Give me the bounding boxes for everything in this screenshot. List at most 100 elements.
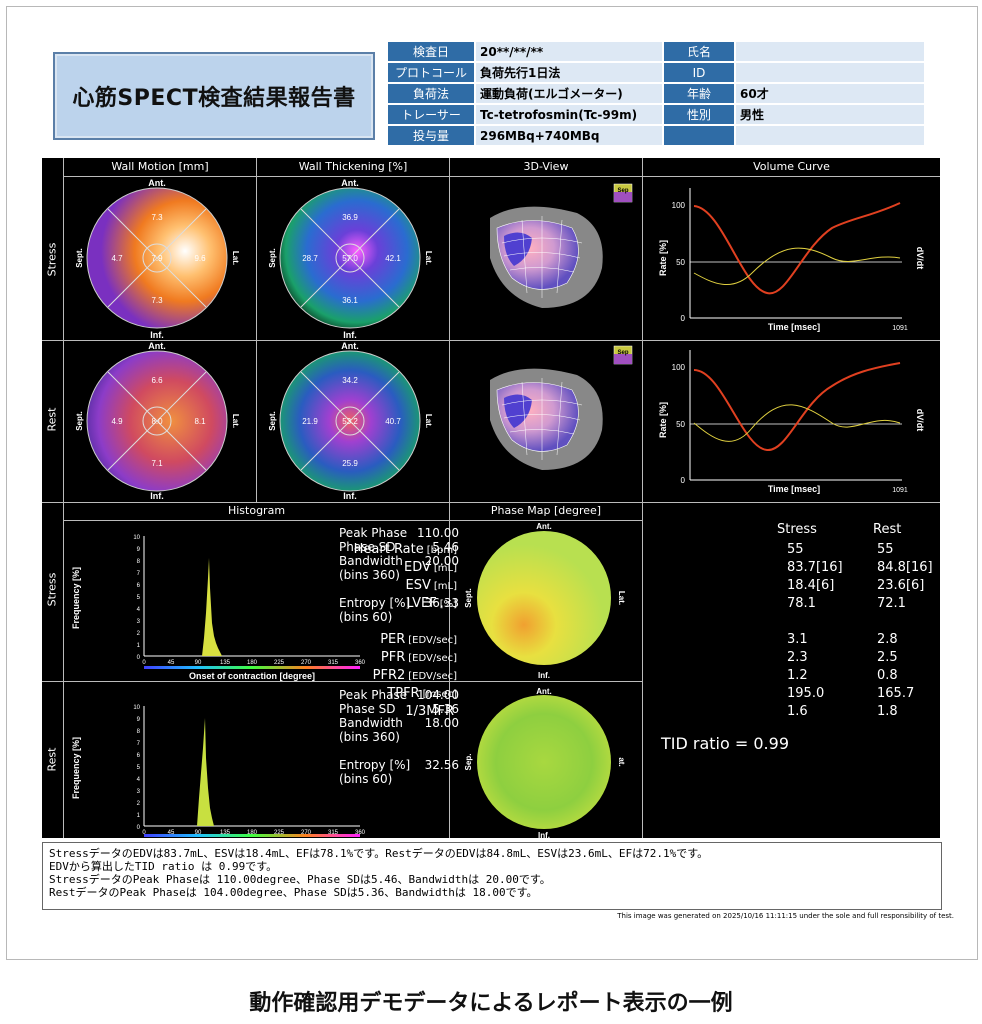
info-value [736,63,924,82]
y-tick: 1 [137,813,141,819]
segment-value: 21.9 [302,417,318,426]
segment-value: 7.1 [151,459,163,468]
segment-value: 4.7 [111,254,123,263]
phase-map-header: Phase Map [degree] [450,502,642,521]
stress-value: 1.6 [787,704,808,719]
lat-label: Lat. [424,251,433,265]
x-tick: 90 [195,830,202,836]
y-tick: 5 [137,595,141,601]
info-value: 20**/**/** [476,42,662,61]
info-label: トレーサー [388,105,474,124]
rest-value: 2.8 [877,632,898,647]
dvdt-label: dV/dt [915,409,925,432]
info-row: 検査日 20**/**/** 氏名 [388,42,924,61]
segment-value: 57.0 [342,254,358,263]
view3d-header: 3D-View [450,158,642,177]
inf-label: Inf. [150,491,164,501]
metric-name: TPFR [387,686,420,701]
inf-label: Inf. [343,491,357,501]
tid-ratio: TID ratio = 0.99 [661,734,789,753]
patient-info-table: 検査日 20**/**/** 氏名 プロトコール 負荷先行1日法 ID 負荷法 運動負荷(… [386,40,926,147]
inf-label: Inf. [343,330,357,340]
segment-value: 36.9 [342,213,358,222]
sept-label: Sept. [75,411,84,431]
bins-label: (bins 360) [339,730,400,744]
note-line: StressデータのEDVは83.7mL、ESVは18.4mL、EFは78.1%… [49,847,709,860]
segment-value: 7.9 [151,254,163,263]
info-label: 検査日 [388,42,474,61]
x-tick: 90 [195,660,202,666]
y-tick: 7 [137,571,141,577]
y-tick: 100 [672,201,686,210]
volume-curve-header: Volume Curve [643,158,940,177]
phase-sd-label: Phase SD [339,540,396,554]
inf-label: Inf. [150,330,164,340]
histogram-header: Histogram [64,502,449,521]
inf-label: Inf. [538,831,550,838]
info-value [736,126,924,145]
rate-axis-label: Rate [%] [658,402,668,438]
segment-value: 25.9 [342,459,358,468]
y-tick: 8 [137,559,141,565]
segment-value: 40.7 [385,417,401,426]
x-tick: 315 [328,660,339,666]
results-table: Stress Rest Heart Rate [bpm] 55 55 EDV [mL] 83… [354,522,937,753]
sep-label: Sep. [464,754,473,771]
lat-label: Lat. [231,251,240,265]
metric-name: PFR2 [372,668,406,683]
result-label: ESV [mL] [406,578,457,593]
segment-value: 36.1 [342,296,358,305]
info-value: Tc-tetrofosmin(Tc-99m) [476,105,662,124]
segment-value: 6.6 [151,376,163,385]
rest-value: 2.5 [877,650,898,665]
sep-cube-label: Sep [617,188,628,194]
divider [42,340,940,341]
x-tick: 0 [142,830,146,836]
wall-motion-rest-polar [86,350,228,492]
stress-value: 3.1 [787,632,808,647]
stress-value: 83.7[16] [787,560,843,575]
frequency-axis-label: Frequency [%] [71,737,81,799]
ant-label: Ant. [148,178,166,188]
segment-value: 53.2 [342,417,358,426]
metric-name: PFR [380,650,406,665]
results-graphics: Ant. Inf. Sept. Lat. 7.3 7.9 4.7 9.6 7.3… [71,178,925,838]
sept-label: Sept. [464,588,473,608]
rest-value: 72.1 [877,596,906,611]
wall-thickening-header: Wall Thickening [%] [257,158,449,177]
volume-curve-stress [689,188,902,319]
x-tick: 180 [247,660,258,666]
y-tick: 6 [137,583,141,589]
entropy-value: 32.56 [424,758,459,772]
bandwidth-label: Bandwidth [339,716,403,730]
metric-unit: [EDV/sec] [408,671,457,682]
sept-label: Sept. [268,248,277,268]
info-value: 296MBq+740MBq [476,126,662,145]
info-row: 負荷法 運動負荷(エルゴメーター) 年齢 60才 [388,84,924,103]
y-tick: 9 [137,717,141,723]
result-label: EDV [mL] [404,560,457,575]
summary-notes: StressデータのEDVは83.7mL、ESVは18.4mL、EFは78.1%… [42,842,942,910]
rest-value: 0.8 [877,668,898,683]
y-tick: 0 [681,476,686,485]
time-axis-label: Time [msec] [768,322,820,332]
ant-label: Ant. [341,178,359,188]
segment-value: 34.2 [342,376,358,385]
frequency-axis-label: Frequency [%] [71,567,81,629]
rest-value: 1.8 [877,704,898,719]
info-label: 投与量 [388,126,474,145]
bandwidth-label: Bandwidth [339,554,403,568]
wall-thickening-stress-polar [279,187,421,329]
y-tick: 50 [676,258,685,267]
info-value [736,42,924,61]
peak-phase-label: Peak Phase [339,688,408,702]
x-max: 1091 [892,325,908,332]
results-panel: Wall Motion [mm] Wall Thickening [%] 3D-… [42,158,940,838]
y-tick: 0 [681,314,686,323]
metric-name: EDV [403,560,431,575]
info-row: トレーサー Tc-tetrofosmin(Tc-99m) 性別 男性 [388,105,924,124]
x-tick: 135 [220,830,231,836]
heart-3d-stress [490,183,633,308]
heart-3d-rest [490,345,633,470]
